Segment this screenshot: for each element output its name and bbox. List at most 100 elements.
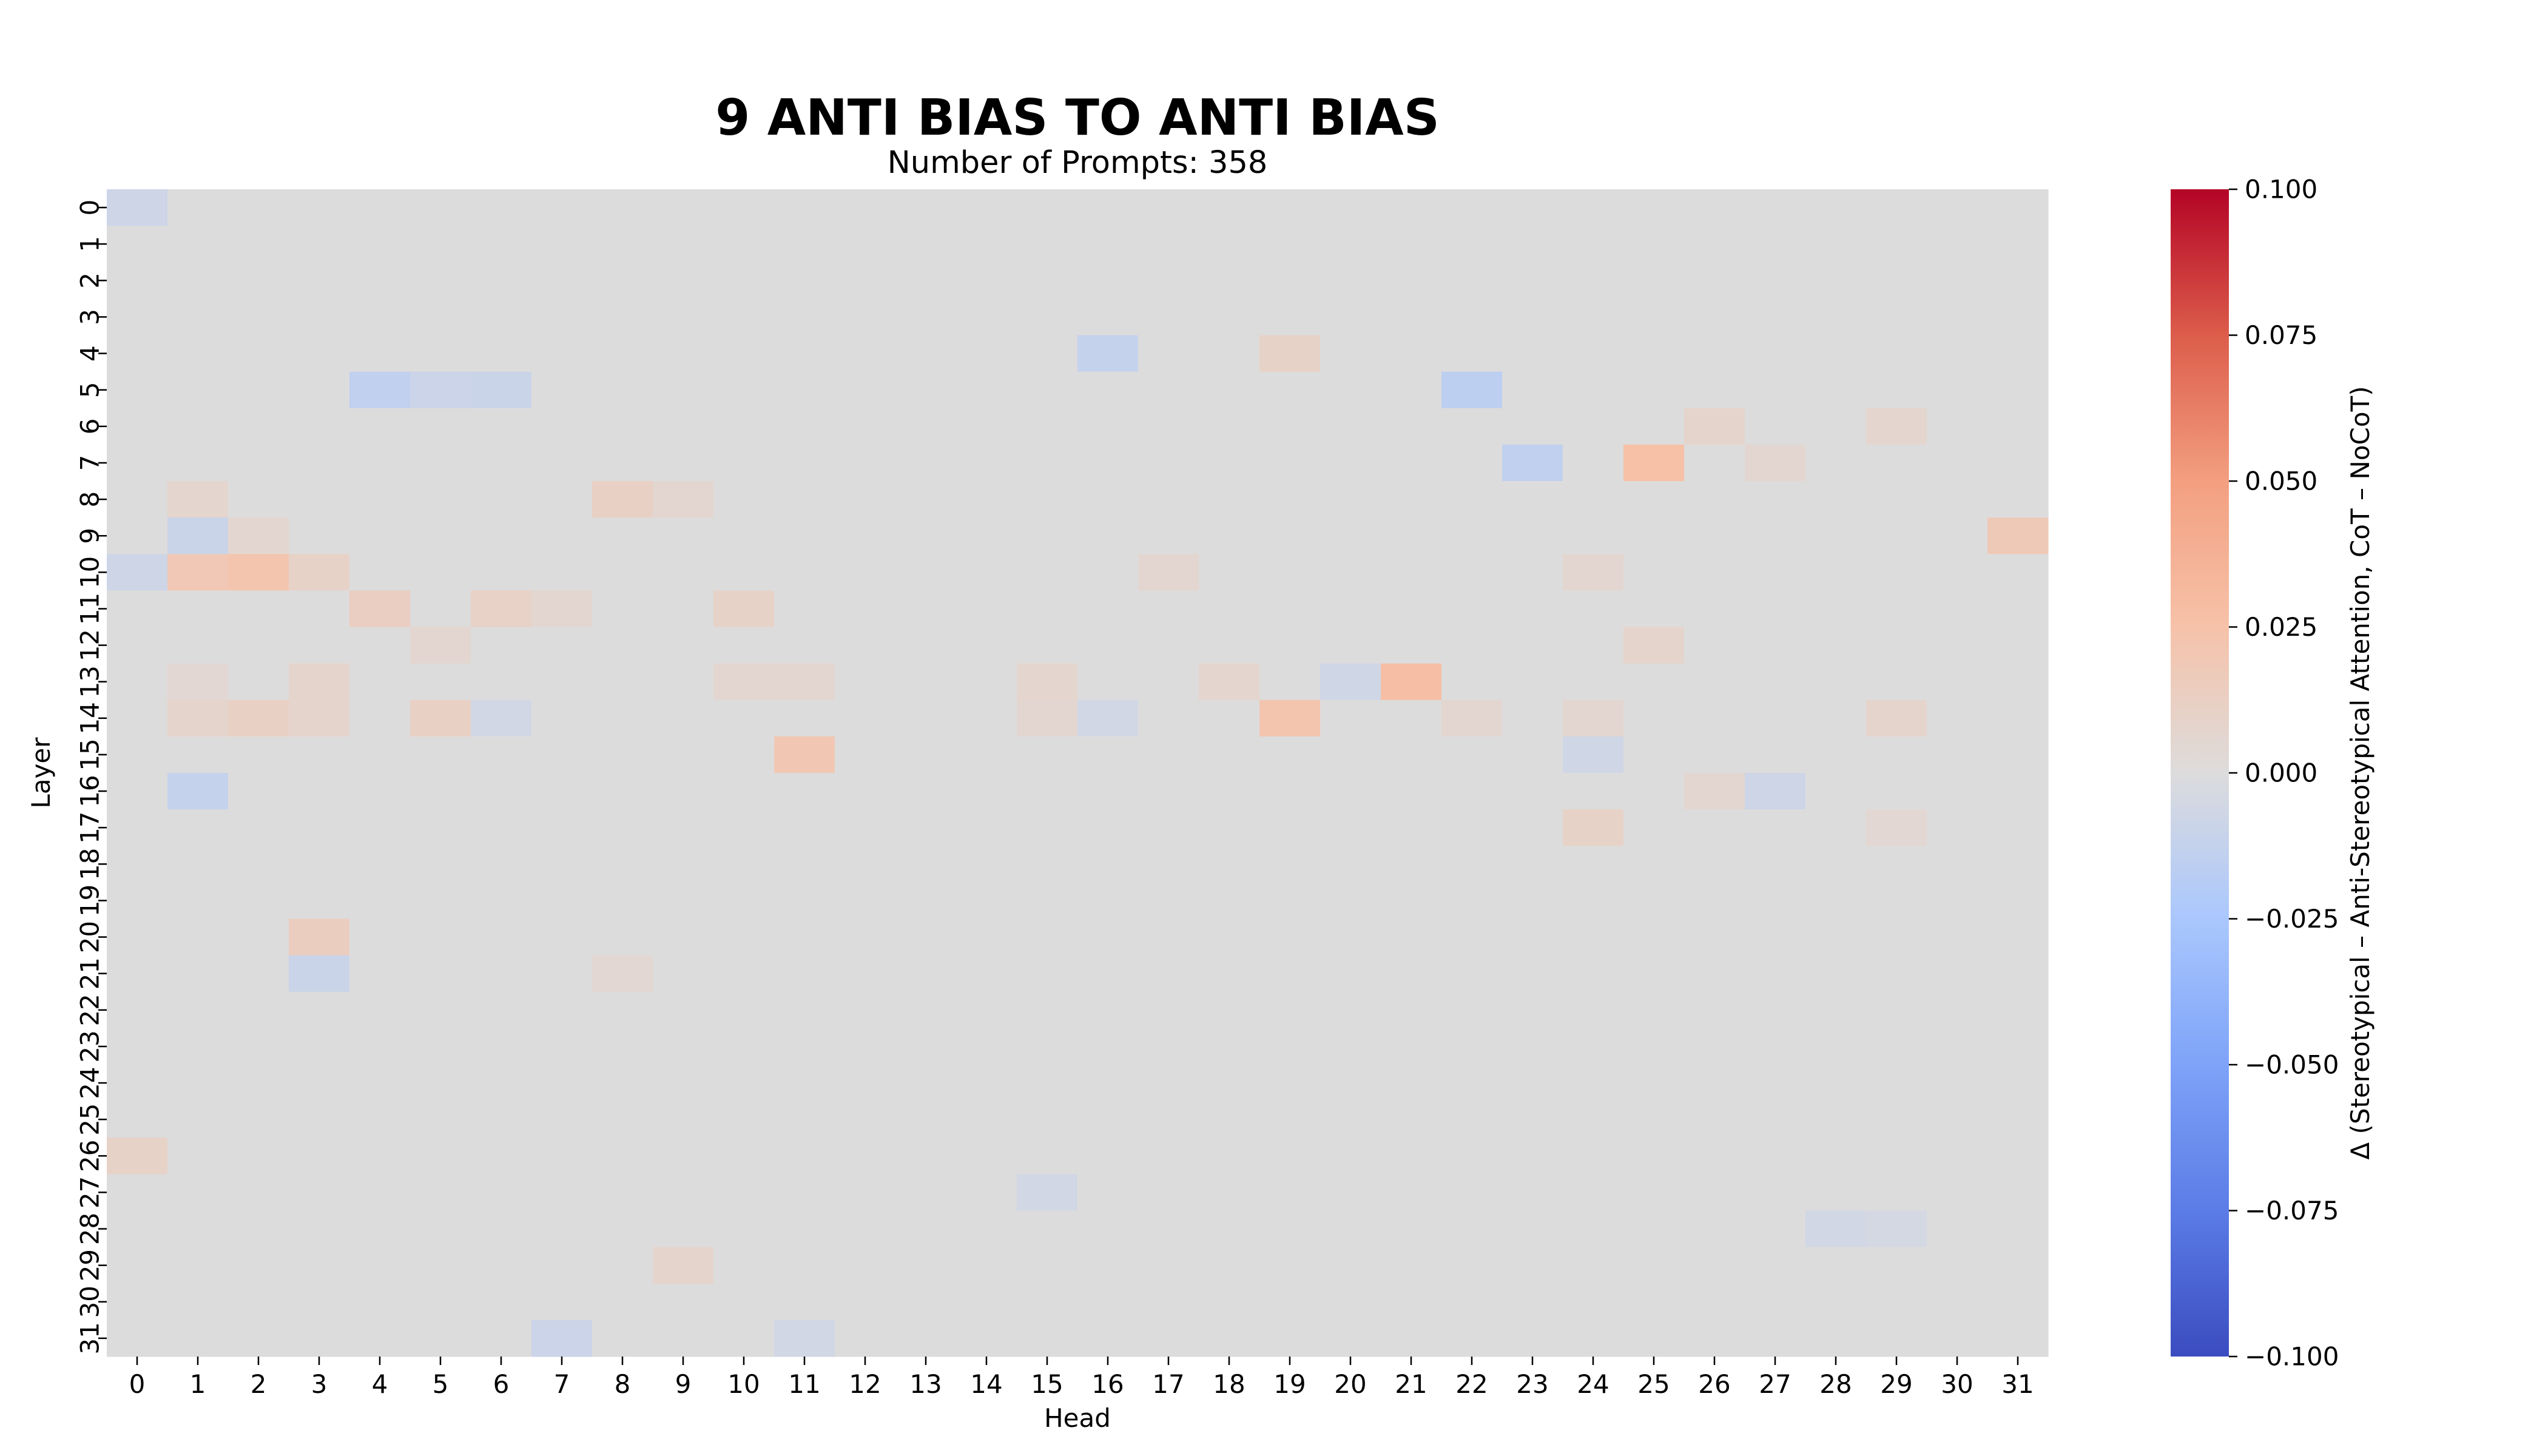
heatmap-cell xyxy=(653,226,714,263)
heatmap-cell xyxy=(774,1283,835,1321)
heatmap-cell xyxy=(956,882,1017,920)
heatmap-cell xyxy=(1502,371,1563,409)
heatmap-cell xyxy=(1684,955,1745,993)
heatmap-cell xyxy=(1441,590,1503,628)
heatmap-cell xyxy=(1805,1320,1867,1357)
heatmap-cell xyxy=(895,262,957,299)
heatmap-cell xyxy=(592,189,653,226)
x-tick-label: 5 xyxy=(433,1369,449,1399)
heatmap-cell xyxy=(107,335,168,372)
y-tick-label: 21 xyxy=(75,957,105,989)
heatmap-cell xyxy=(1199,262,1260,299)
heatmap-cell xyxy=(1563,1174,1624,1212)
heatmap-cell xyxy=(1684,189,1745,226)
heatmap-cell xyxy=(349,226,411,263)
heatmap-cell xyxy=(835,262,896,299)
heatmap-cell xyxy=(1259,699,1321,737)
heatmap-cell xyxy=(1077,444,1139,482)
heatmap-cell xyxy=(1441,444,1503,482)
heatmap-cell xyxy=(1987,189,2049,226)
heatmap-cell xyxy=(1441,699,1503,737)
y-tick-label: 6 xyxy=(75,418,105,434)
heatmap-cell xyxy=(895,1283,957,1321)
heatmap-cell xyxy=(1441,371,1503,409)
heatmap-cell xyxy=(1745,1320,1806,1357)
heatmap-cell xyxy=(471,335,532,372)
heatmap-cell xyxy=(349,699,411,737)
x-tick-label: 20 xyxy=(1334,1369,1366,1399)
x-tick-label: 19 xyxy=(1273,1369,1306,1399)
heatmap-cell xyxy=(1927,699,1988,737)
heatmap-cell xyxy=(228,408,289,445)
heatmap-cell xyxy=(1441,335,1503,372)
heatmap-cell xyxy=(107,1138,168,1175)
heatmap-cell xyxy=(1866,882,1927,920)
heatmap-cell xyxy=(1502,481,1563,518)
heatmap-cell xyxy=(1623,663,1685,701)
heatmap-cell xyxy=(774,262,835,299)
heatmap-cell xyxy=(107,1283,168,1321)
heatmap-cell xyxy=(592,699,653,737)
heatmap-cell xyxy=(1805,1028,1867,1065)
heatmap-cell xyxy=(1259,846,1321,883)
heatmap-cell xyxy=(1077,590,1139,628)
heatmap-cell xyxy=(107,955,168,993)
heatmap-cell xyxy=(774,627,835,664)
heatmap-cell xyxy=(471,1138,532,1175)
heatmap-cell xyxy=(1623,1320,1685,1357)
heatmap-cell xyxy=(471,627,532,664)
heatmap-cell xyxy=(531,736,593,774)
heatmap-cell xyxy=(592,1138,653,1175)
heatmap-cell xyxy=(410,1210,471,1248)
heatmap-cell xyxy=(713,1065,775,1102)
heatmap-cell xyxy=(895,773,957,810)
heatmap-cell xyxy=(289,699,350,737)
x-tick-label: 4 xyxy=(372,1369,388,1399)
heatmap-cell xyxy=(1199,736,1260,774)
heatmap-cell xyxy=(1866,736,1927,774)
heatmap-cell xyxy=(1927,226,1988,263)
heatmap-cell xyxy=(1199,991,1260,1029)
heatmap-cell xyxy=(713,918,775,956)
heatmap-cell xyxy=(289,262,350,299)
heatmap-cell xyxy=(592,408,653,445)
heatmap-cell xyxy=(1563,335,1624,372)
heatmap-cell xyxy=(1320,335,1381,372)
heatmap-cell xyxy=(471,918,532,956)
heatmap-cell xyxy=(1017,773,1078,810)
heatmap-cell xyxy=(1805,736,1867,774)
heatmap-cell xyxy=(289,736,350,774)
y-tick-label: 29 xyxy=(75,1249,105,1281)
heatmap-cell xyxy=(1987,1320,2049,1357)
heatmap-cell xyxy=(1320,481,1381,518)
heatmap-cell xyxy=(653,1320,714,1357)
heatmap-cell xyxy=(289,627,350,664)
heatmap-cell xyxy=(107,1028,168,1065)
heatmap-cell xyxy=(1441,298,1503,336)
heatmap-cell xyxy=(713,627,775,664)
heatmap-cell xyxy=(1381,699,1442,737)
heatmap-cell xyxy=(471,481,532,518)
heatmap-cell xyxy=(228,846,289,883)
heatmap-cell xyxy=(1077,809,1139,846)
heatmap-cell xyxy=(1927,189,1988,226)
heatmap-cell xyxy=(289,773,350,810)
heatmap-cell xyxy=(774,335,835,372)
heatmap-cell xyxy=(1927,335,1988,372)
x-tick-label: 26 xyxy=(1698,1369,1730,1399)
heatmap-cell xyxy=(774,298,835,336)
heatmap-cell xyxy=(592,517,653,554)
heatmap-cell xyxy=(289,517,350,554)
heatmap-cell xyxy=(1441,736,1503,774)
heatmap-cell xyxy=(107,773,168,810)
heatmap-cell xyxy=(1259,1174,1321,1212)
heatmap-cell xyxy=(107,736,168,774)
heatmap-cell xyxy=(1320,1028,1381,1065)
heatmap-cell xyxy=(1320,846,1381,883)
y-tick-label: 23 xyxy=(75,1030,105,1062)
heatmap-cell xyxy=(774,408,835,445)
heatmap-cell xyxy=(956,408,1017,445)
heatmap-cell xyxy=(1381,298,1442,336)
heatmap-cell xyxy=(1987,773,2049,810)
heatmap-cell xyxy=(1017,846,1078,883)
